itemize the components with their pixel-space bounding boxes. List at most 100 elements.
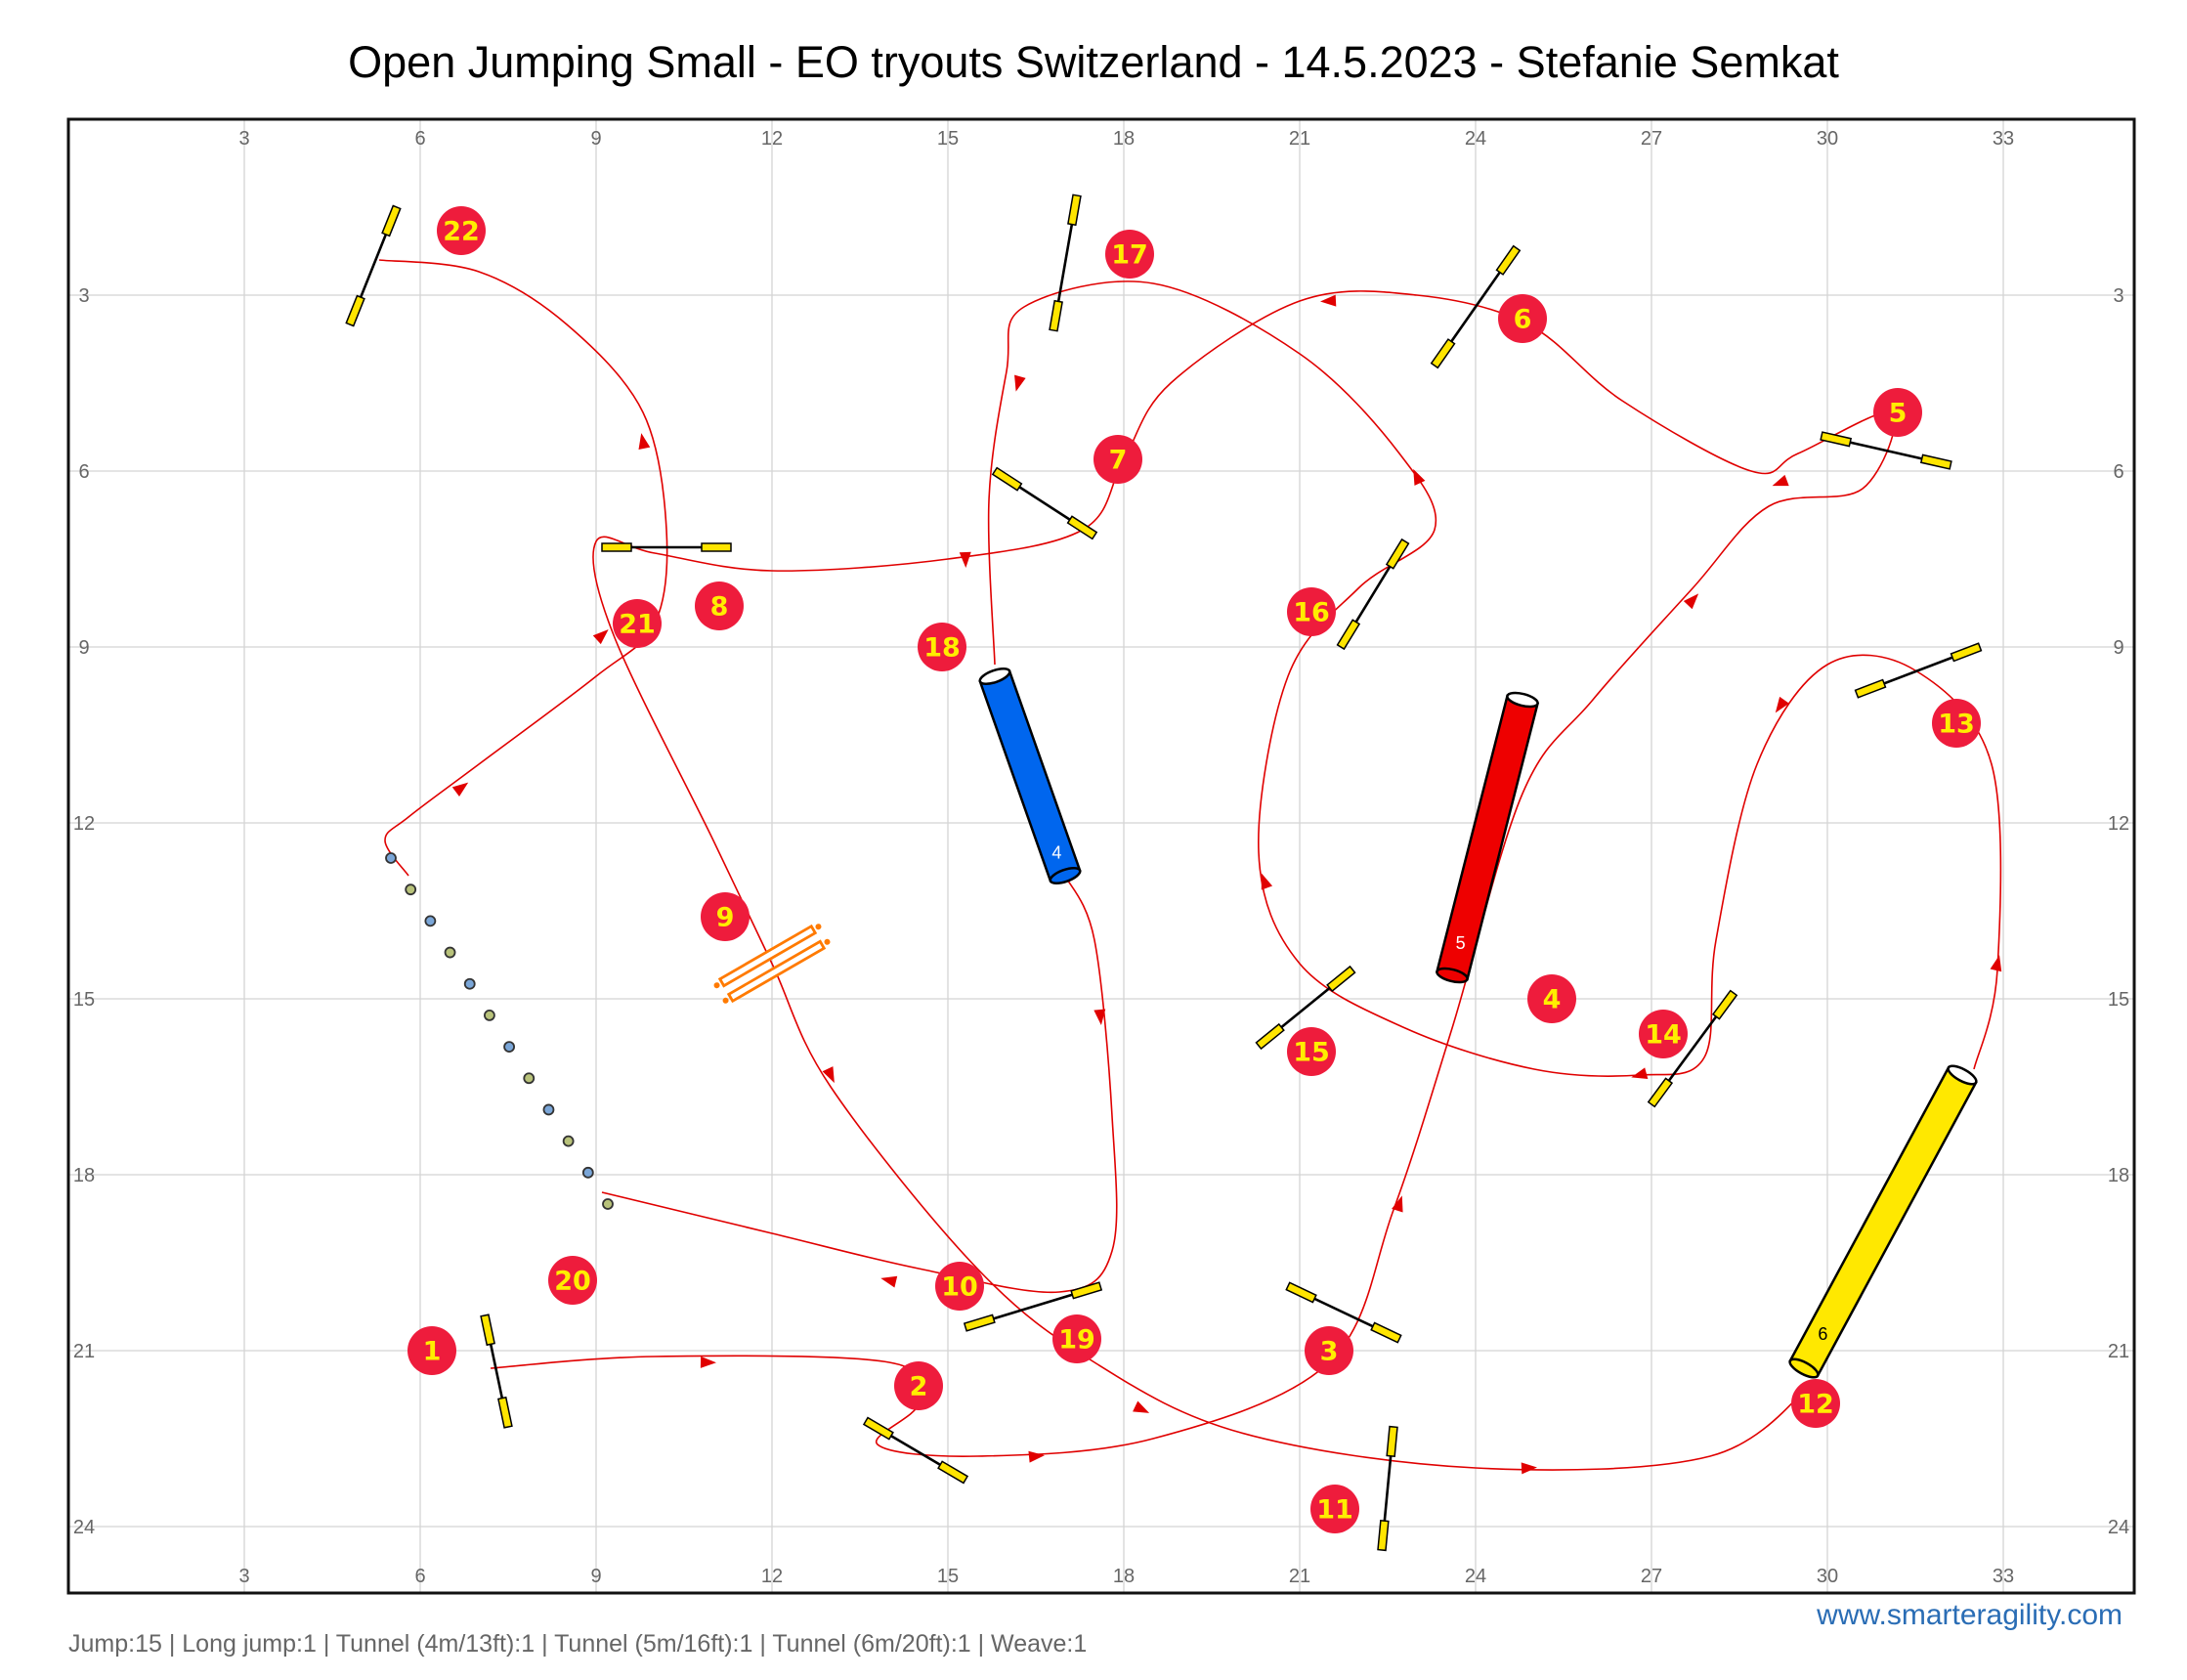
number-label: 7 <box>1109 446 1128 476</box>
direction-arrow <box>1683 593 1699 610</box>
x-tick-label-top: 12 <box>761 128 783 150</box>
number-badge <box>1873 388 1922 437</box>
tunnel-label: 6 <box>1818 1324 1827 1344</box>
obstacle-number: 2 <box>894 1361 943 1410</box>
number-badge <box>1287 1027 1336 1076</box>
number-label: 2 <box>910 1372 928 1402</box>
tunnel-label: 5 <box>1456 933 1466 953</box>
jump <box>345 204 402 327</box>
number-label: 8 <box>710 592 729 623</box>
x-tick-label-top: 15 <box>937 128 959 150</box>
website-link[interactable]: www.smarteragility.com <box>1817 1599 2123 1631</box>
jump <box>1049 194 1082 332</box>
x-tick-label-top: 27 <box>1641 128 1662 150</box>
y-tick-label-left: 18 <box>73 1165 95 1186</box>
equipment-summary: Jump:15 | Long jump:1 | Tunnel (4m/13ft)… <box>68 1630 1088 1658</box>
tunnel-body <box>978 669 1082 883</box>
long-jump-marker <box>815 924 822 930</box>
weave-pole <box>523 1072 536 1085</box>
x-tick-label-bottom: 6 <box>414 1566 425 1587</box>
jump-wing <box>381 204 402 237</box>
jump-wing <box>701 542 732 552</box>
number-badge <box>1305 1326 1353 1375</box>
jump-wing <box>1430 338 1456 369</box>
x-tick-label-bottom: 24 <box>1465 1566 1486 1587</box>
number-label: 17 <box>1111 240 1148 271</box>
obstacle-number: 12 <box>1791 1379 1840 1428</box>
direction-arrow <box>880 1275 898 1288</box>
x-tick-label-bottom: 30 <box>1817 1566 1838 1587</box>
number-badge <box>1527 974 1576 1023</box>
course-title: Open Jumping Small - EO tryouts Switzerl… <box>348 37 1839 87</box>
long-jump-marker <box>713 982 720 989</box>
direction-arrow <box>1772 474 1789 487</box>
course-path-segment <box>490 290 1896 1471</box>
direction-arrow <box>1521 1462 1537 1475</box>
x-tick-label-bottom: 12 <box>761 1566 783 1587</box>
number-badge <box>1498 294 1547 343</box>
jump <box>963 1281 1103 1332</box>
obstacle-number: 6 <box>1498 294 1547 343</box>
jump <box>1377 1425 1398 1552</box>
number-label: 12 <box>1797 1390 1834 1420</box>
number-label: 6 <box>1514 305 1532 335</box>
y-tick-label-right: 15 <box>2108 989 2129 1011</box>
obstacle-number: 16 <box>1287 587 1336 636</box>
obstacle-number: 13 <box>1932 699 1981 748</box>
number-badge <box>918 623 966 671</box>
obstacle-number: 4 <box>1527 974 1576 1023</box>
jump <box>862 1416 969 1485</box>
jump-wing <box>1385 538 1410 570</box>
obstacle-number: 20 <box>548 1256 597 1305</box>
direction-arrow <box>592 628 609 645</box>
tunnel: 6 <box>1788 1064 1978 1379</box>
x-tick-label-top: 9 <box>590 128 601 150</box>
number-badge <box>935 1262 984 1311</box>
jump-wing <box>963 1314 996 1332</box>
jump <box>991 466 1098 540</box>
direction-arrow <box>1413 468 1426 486</box>
x-tick-label-top: 18 <box>1113 128 1135 150</box>
weave-pole <box>542 1103 555 1116</box>
tunnel-body <box>1435 694 1540 981</box>
number-label: 3 <box>1320 1337 1339 1367</box>
direction-arrow <box>1133 1400 1150 1413</box>
jump-wing <box>991 466 1023 492</box>
number-badge <box>1310 1485 1359 1533</box>
obstacle-number: 1 <box>407 1326 456 1375</box>
jump-wing <box>1820 431 1853 448</box>
weave-pole <box>385 852 397 864</box>
y-tick-label-right: 24 <box>2108 1517 2129 1538</box>
number-label: 19 <box>1058 1325 1095 1356</box>
field-border <box>66 117 2136 1595</box>
direction-arrow <box>1392 1195 1403 1213</box>
obstacle-number: 8 <box>695 582 744 630</box>
number-label: 4 <box>1543 985 1562 1015</box>
x-tick-label-bottom: 3 <box>238 1566 249 1587</box>
jump <box>1336 538 1410 651</box>
jump <box>1285 1281 1402 1344</box>
number-label: 9 <box>716 903 735 933</box>
obstacle-number: 7 <box>1094 435 1142 484</box>
y-tick-label-left: 24 <box>73 1517 95 1538</box>
number-label: 15 <box>1293 1038 1330 1068</box>
obstacle-number: 22 <box>437 206 486 255</box>
number-badge <box>1287 587 1336 636</box>
tunnel-label: 4 <box>1051 843 1061 863</box>
obstacle-number: 3 <box>1305 1326 1353 1375</box>
number-label: 16 <box>1293 598 1330 628</box>
obstacle-number: 10 <box>935 1262 984 1311</box>
x-tick-label-bottom: 27 <box>1641 1566 1662 1587</box>
number-badge <box>1052 1314 1101 1363</box>
tunnel-exit <box>1436 967 1469 984</box>
jump-wing <box>1919 453 1952 470</box>
jump-wing <box>345 294 365 327</box>
number-label: 18 <box>923 633 961 664</box>
tunnel-entry <box>978 667 1011 686</box>
long-jump-board <box>726 939 827 1004</box>
jump <box>1255 965 1356 1051</box>
obstacle-number: 19 <box>1052 1314 1101 1363</box>
